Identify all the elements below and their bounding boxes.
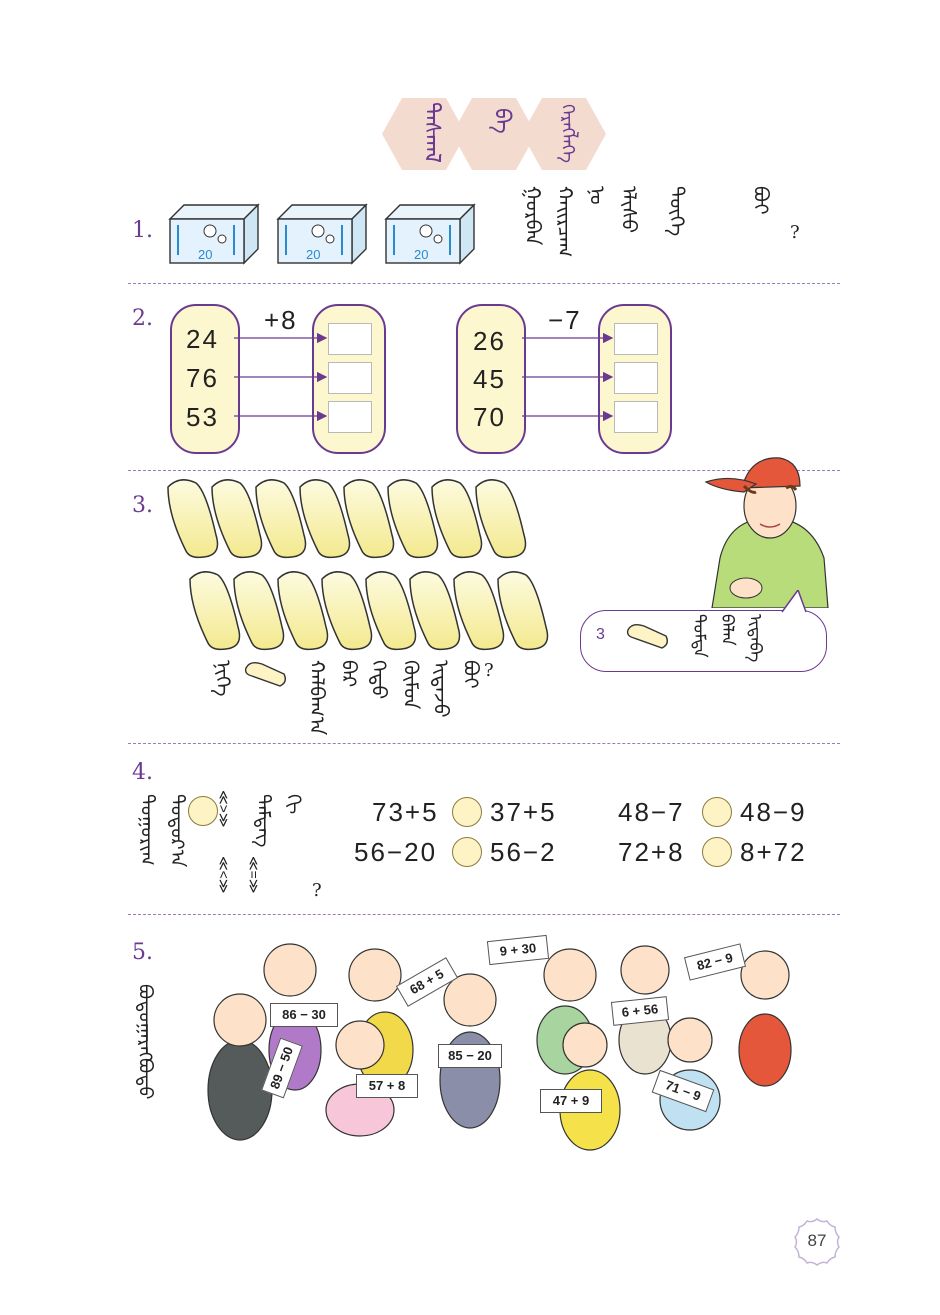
q4-symbol-gt: ≪>≫: [216, 790, 232, 828]
q4-word-2: ᠳᠣᠲᠣᠷ᠎ᠠ: [166, 794, 188, 868]
milk-box-label-3: 20: [414, 247, 429, 262]
q2-left-value-1: 24: [186, 324, 219, 354]
speech-bubble-tail: [781, 590, 807, 613]
title-hex-2: ᠪᠠ: [452, 98, 536, 170]
speech-bubble: [580, 610, 827, 672]
q2-right-input-panel: [456, 304, 526, 454]
page-number: 87: [807, 1231, 827, 1250]
q3-word-8: ?: [484, 660, 494, 681]
q4-word-5: ?: [312, 880, 322, 901]
q4-pair-2-circle[interactable]: [702, 797, 732, 827]
q4-pair-2-b: 48−9: [740, 797, 807, 827]
card-1: 86 − 30: [270, 1003, 338, 1027]
q3-word-6: ᠢᠳᠡᠵᠦ: [429, 660, 453, 718]
q3-word-4: ᠬᠡᠳᠦ: [367, 660, 391, 700]
title-word-2: ᠪᠠ: [489, 108, 514, 134]
bread-slice-icon: [244, 661, 287, 687]
milk-box-label-2: 20: [306, 247, 321, 262]
q4-pair-4-b: 8+72: [740, 837, 807, 867]
q4-pair-4-a: 72+8: [618, 837, 685, 867]
q4-pair-3-b: 56−2: [490, 837, 557, 867]
page-number-badge: [794, 1218, 840, 1266]
title-hex-1: ᠳᠠᠰᠬᠠᠯ: [382, 98, 466, 170]
q2-left-value-3: 53: [186, 402, 219, 432]
q2-right-value-2: 45: [473, 364, 506, 394]
q2-arrows: [234, 332, 614, 422]
bubble-word-2: ᠪᠡᠯᠡᠨ: [717, 614, 737, 646]
q3-word-1: ᠨᠢᠭᠡ: [211, 660, 235, 697]
q2-left-answer-3[interactable]: [328, 401, 372, 433]
bubble-bread-icon: [626, 623, 669, 649]
divider-1: [128, 283, 840, 284]
divider-3: [128, 743, 840, 744]
divider-2: [128, 470, 840, 471]
title-word-3: ᠬᠡᠷᠡᠭᠯᠡᠭᠡ: [557, 104, 578, 164]
milk-box-2: 20: [276, 203, 368, 265]
q2-left-value-2: 76: [186, 363, 219, 393]
q4-pair-1-circle[interactable]: [452, 797, 482, 827]
q4-number: 4.: [132, 760, 153, 785]
q3-word-3: ᠪᠡᠷ: [337, 660, 361, 688]
q4-pair-3-a: 56−20: [354, 837, 438, 867]
q1-word-5: ᠲᠦᠭᠡ: [665, 186, 689, 237]
q3-word-2: ᠬᠠᠯᠪᠠᠭ᠎ᠠ: [305, 660, 329, 736]
q4-pair-4-circle[interactable]: [702, 837, 732, 867]
q2-right-op: −7: [548, 305, 582, 335]
q5-number: 5.: [132, 940, 153, 965]
q4-word-1: ᠲᠣᠭᠣᠷᠢᠭ: [136, 794, 158, 866]
q2-right-value-1: 26: [473, 326, 506, 356]
q1-word-1: ᠭᠤᠷᠪᠠᠨ: [521, 186, 545, 246]
q5-word-2: ᠪᠣᠳᠣ: [134, 1058, 156, 1100]
q4-symbol-lt: ≪<≫: [216, 856, 232, 894]
bread-slices: [167, 479, 549, 651]
bubble-word-3: ᠢᠳᠡᠪᠡ: [745, 614, 765, 663]
q1-word-7: ?: [790, 222, 800, 243]
q2-right-answer-1[interactable]: [614, 323, 658, 355]
q5-word-1: ᠪᠣᠳᠣᠭᠠᠷᠠᠢ: [134, 984, 156, 1063]
q1-number: 1.: [132, 218, 153, 243]
q4-pair-2-a: 48−7: [618, 797, 685, 827]
bubble-count: 3: [596, 626, 605, 643]
q4-word-3: ᠲᠡᠮᠳᠡᠭ: [252, 794, 274, 848]
q2-right-answer-3[interactable]: [614, 401, 658, 433]
q3-number: 3.: [132, 493, 153, 518]
q1-word-4: ᠡᠯᠢᠰᠦ: [617, 186, 641, 234]
q3-word-7: ᠪᠤᠢ: [459, 660, 483, 689]
q1-word-6: ᠪᠤᠢ: [749, 186, 773, 215]
q2-right-answer-2[interactable]: [614, 362, 658, 394]
q2-left-input-panel: [170, 304, 240, 454]
q2-left-answer-1[interactable]: [328, 323, 372, 355]
q2-left-op: +8: [264, 305, 298, 335]
q4-pair-1-a: 73+5: [372, 797, 439, 827]
q4-pair-1-b: 37+5: [490, 797, 557, 827]
q3-word-5: ᠬᠦᠮᠦᠨ: [399, 660, 423, 710]
q1-word-3: ᠨᠤ: [585, 186, 609, 205]
q4-pair-3-circle[interactable]: [452, 837, 482, 867]
boy-illustration: [704, 457, 829, 608]
q2-number: 2.: [132, 306, 153, 331]
card-4: 57 + 8: [356, 1074, 418, 1098]
bubble-word-1: ᠳᠤᠮᠳᠠ: [689, 614, 709, 658]
title-word-1: ᠳᠠᠰᠬᠠᠯ: [419, 102, 444, 163]
title-hex-3: ᠬᠡᠷᠡᠭᠯᠡᠭᠡ: [522, 98, 606, 170]
q4-instruction-circle: [188, 796, 218, 826]
q4-symbol-eq: ≪=≫: [246, 856, 262, 894]
divider-4: [128, 914, 840, 915]
card-5: 85 − 20: [438, 1044, 502, 1068]
q2-left-answer-2[interactable]: [328, 362, 372, 394]
q4-word-4: ᠬᠢ: [282, 794, 304, 815]
milk-box-label-1: 20: [198, 247, 213, 262]
milk-box-1: 20: [168, 203, 260, 265]
q2-right-value-3: 70: [473, 402, 506, 432]
milk-box-3: 20: [384, 203, 476, 265]
card-9: 47 + 9: [540, 1089, 602, 1113]
q1-word-2: ᠬᠠᠢᠷᠴᠠᠭ: [553, 186, 577, 258]
